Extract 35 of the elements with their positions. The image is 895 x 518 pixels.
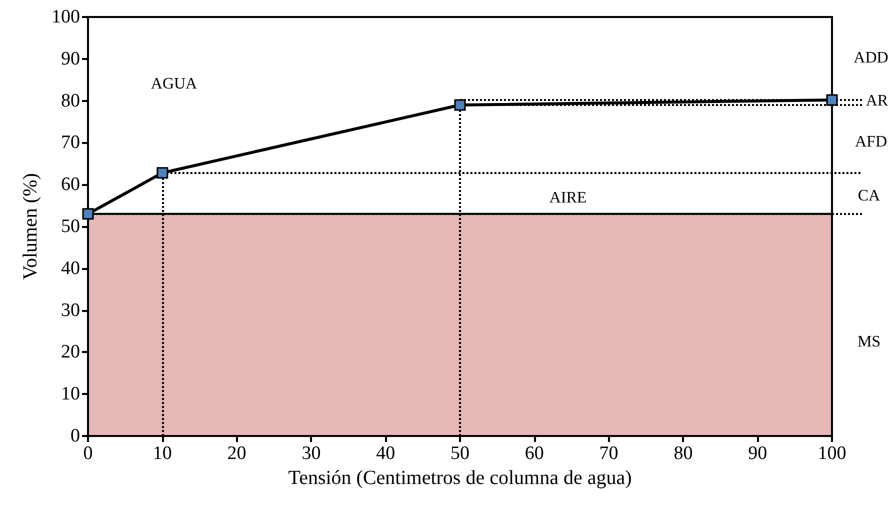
text: AR <box>866 92 888 110</box>
x-tick-label: 50 <box>450 443 470 464</box>
y-tick-label: 100 <box>52 6 80 28</box>
y-tick-label: 50 <box>61 216 80 237</box>
point <box>82 208 94 220</box>
y-tick-label: 0 <box>70 426 80 446</box>
x-tick-label: 10 <box>152 443 172 464</box>
y-tick-label: 10 <box>61 384 80 405</box>
x-tick-label: 40 <box>376 443 396 464</box>
x-tick-label: 20 <box>227 443 246 464</box>
y-tick-label: 30 <box>61 300 80 321</box>
x-tick-label: 30 <box>302 443 321 464</box>
x-tick-label: 0 <box>83 443 93 464</box>
y-tick-label: 90 <box>61 48 80 70</box>
x-tick-label: 80 <box>674 443 693 464</box>
text: ADD <box>854 50 888 66</box>
point <box>826 94 838 106</box>
x-axis-title: Tensión (Centimetros de columna de agua) <box>288 467 632 489</box>
y-tick-label: 60 <box>61 174 80 196</box>
text: AFD <box>854 134 888 150</box>
x-tick-label: 90 <box>748 443 768 464</box>
y-axis-title: Volumen (%) <box>20 173 42 280</box>
point <box>454 99 466 111</box>
text: CA <box>858 188 881 204</box>
annotation: AGUA <box>150 76 198 92</box>
x-tick-label: 70 <box>599 443 618 464</box>
point <box>156 167 168 179</box>
annotation: AIRE <box>549 190 587 206</box>
x-tick-label: 100 <box>818 443 846 464</box>
x-tick-label: 60 <box>524 443 544 464</box>
text: MS <box>857 334 881 350</box>
y-tick-label: 40 <box>61 258 80 279</box>
y-tick-label: 70 <box>61 132 80 154</box>
y-tick-label: 20 <box>61 342 80 363</box>
y-tick-label: 80 <box>61 90 80 112</box>
